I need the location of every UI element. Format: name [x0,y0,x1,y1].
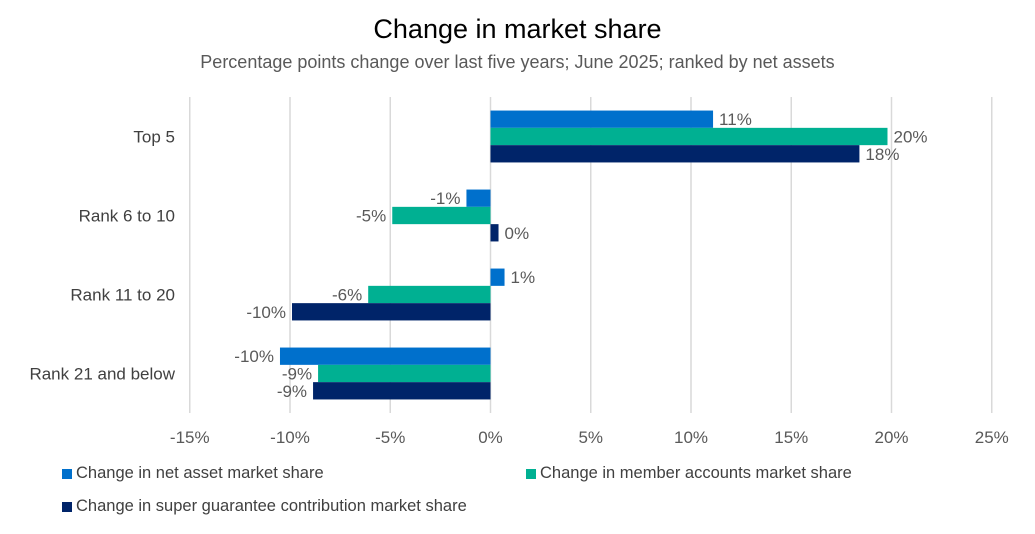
data-label: 18% [865,145,899,164]
bar [313,382,491,400]
x-tick-label: 25% [975,428,1009,447]
bar [368,285,491,304]
bar [292,303,491,321]
data-label: -6% [332,286,362,305]
y-category-label: Top 5 [133,128,175,147]
bar [490,224,499,242]
bar [392,206,491,225]
bar [279,347,491,365]
x-tick-label: 5% [578,428,603,447]
bar [318,364,491,383]
data-label: -10% [234,347,274,366]
chart-subtitle: Percentage points change over last five … [200,52,835,72]
x-tick-label: 20% [874,428,908,447]
data-label: 11% [719,110,752,129]
y-category-label: Rank 11 to 20 [70,286,175,305]
legend-label: Change in super guarantee contribution m… [76,497,467,515]
data-label: -9% [277,382,307,401]
legend-swatch [526,468,536,479]
x-tick-label: -15% [170,428,210,447]
x-tick-label: -5% [375,428,405,447]
data-label: -5% [356,207,386,226]
x-tick-label: 0% [478,428,503,447]
data-label: 0% [505,224,530,243]
bar [490,110,714,128]
legend-item-net-assets: Change in net asset market share [62,464,324,483]
chart-title: Change in market share [373,14,662,44]
data-label: 1% [511,268,536,287]
bar [466,189,491,207]
y-category-label: Rank 6 to 10 [79,207,175,226]
legend-swatch [62,468,72,479]
legend-item-member-accounts: Change in member accounts market share [526,464,852,483]
data-label: -9% [282,365,312,384]
legend-label: Change in member accounts market share [540,464,852,482]
bar [490,145,860,163]
legend-item-sg-contribution: Change in super guarantee contribution m… [62,497,467,516]
bar [490,127,888,146]
x-tick-label: 10% [674,428,708,447]
x-tick-label: -10% [270,428,310,447]
legend-label: Change in net asset market share [76,464,324,482]
legend-swatch [62,501,72,512]
y-category-label: Rank 21 and below [29,365,175,384]
data-label: -10% [246,303,286,322]
data-label: -1% [430,189,460,208]
bar [490,268,505,286]
x-tick-label: 15% [774,428,808,447]
data-label: 20% [893,128,927,147]
